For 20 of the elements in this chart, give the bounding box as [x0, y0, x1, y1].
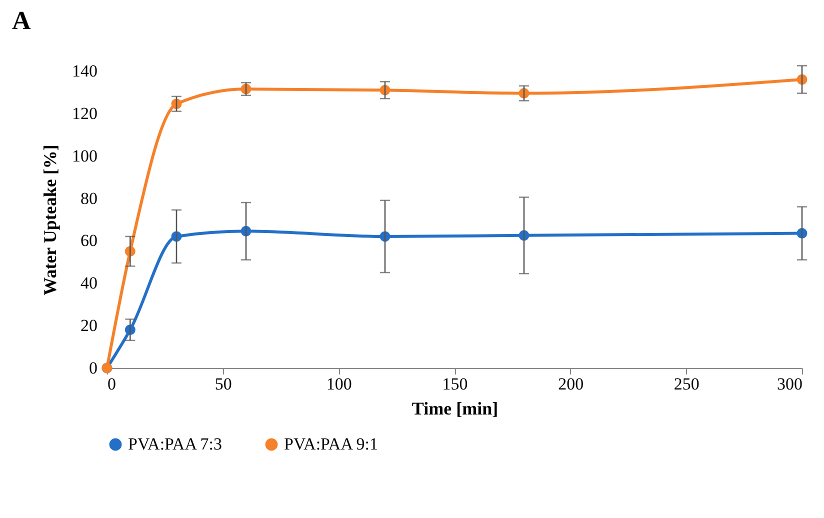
y-tick-label: 60: [80, 231, 98, 250]
y-tick-label: 120: [72, 104, 98, 123]
x-tick-label: 150: [442, 374, 468, 394]
y-tick-label: 140: [72, 62, 98, 80]
x-tick-label: 250: [674, 374, 700, 394]
legend-label: PVA:PAA 7:3: [128, 434, 222, 454]
legend-label: PVA:PAA 9:1: [284, 434, 378, 454]
chart-title: A: [12, 6, 31, 35]
x-tick-label: 100: [326, 374, 352, 394]
x-tick-label: 0: [108, 374, 116, 394]
y-tick-label: 80: [80, 188, 98, 208]
y-tick-label: 20: [80, 316, 98, 336]
x-tick-label: 50: [214, 374, 232, 394]
y-tick-label: 40: [80, 274, 98, 293]
x-axis-title: Time [min]: [412, 398, 498, 418]
y-axis-title: Water Upteake [%]: [40, 144, 60, 296]
x-tick-label: 300: [777, 374, 802, 394]
y-tick-label: 100: [72, 146, 98, 166]
x-tick-label: 200: [558, 374, 584, 394]
y-tick-label: 0: [89, 358, 98, 378]
